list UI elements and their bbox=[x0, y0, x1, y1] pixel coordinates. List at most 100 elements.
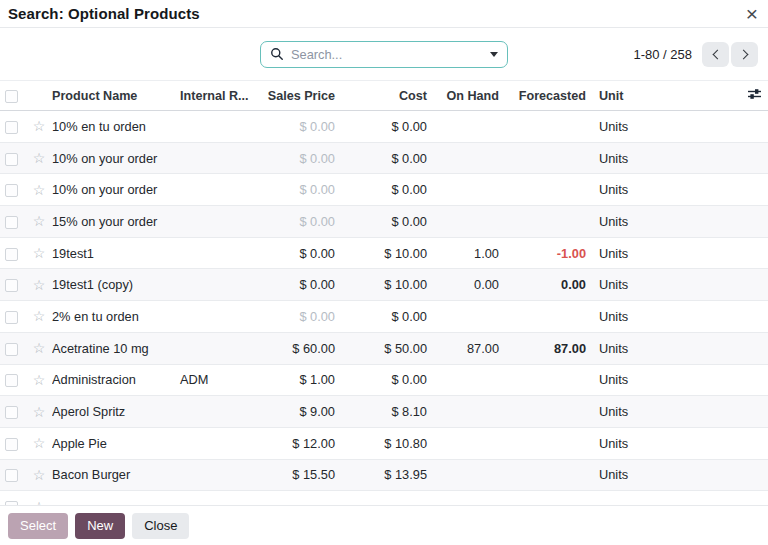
row-end-cell bbox=[740, 332, 768, 364]
unit-cell: Units bbox=[591, 396, 740, 428]
table-header-row: Product Name Internal R... Sales Price C… bbox=[0, 81, 768, 111]
sales-price-cell: $ 0.00 bbox=[250, 142, 340, 174]
search-icon bbox=[270, 47, 284, 61]
table-row[interactable]: ☆ Aperol Spritz $ 9.00 $ 8.10 Units bbox=[0, 396, 768, 428]
search-products-modal: Search: Optional Products × 1-80 / 258 bbox=[0, 0, 768, 545]
row-checkbox[interactable] bbox=[5, 343, 18, 356]
adjust-columns-button[interactable] bbox=[745, 85, 764, 106]
table-row[interactable]: ☆ 10% on your order $ 0.00 $ 0.00 Units bbox=[0, 142, 768, 174]
close-button[interactable]: × bbox=[744, 5, 760, 23]
table-row[interactable]: ☆ 19test1 $ 0.00 $ 10.00 1.00 -1.00 Unit… bbox=[0, 237, 768, 269]
favorite-star-icon[interactable]: ☆ bbox=[26, 246, 52, 260]
select-all-checkbox[interactable] bbox=[5, 90, 18, 103]
table-row[interactable]: ☆ Apple Pie $ 12.00 $ 10.80 Units bbox=[0, 427, 768, 459]
unit-cell bbox=[591, 491, 740, 505]
favorite-star-icon[interactable]: ☆ bbox=[26, 183, 52, 197]
row-end-cell bbox=[740, 427, 768, 459]
product-name-cell: Apple Pie bbox=[52, 427, 172, 459]
internal-ref-cell bbox=[172, 396, 250, 428]
row-checkbox[interactable] bbox=[5, 279, 18, 292]
table-row[interactable]: ☆ Bacon Burger $ 15.50 $ 13.95 Units bbox=[0, 459, 768, 491]
row-end-cell bbox=[740, 237, 768, 269]
on-hand-cell bbox=[432, 142, 504, 174]
favorite-star-icon[interactable]: ☆ bbox=[26, 468, 52, 482]
search-input[interactable] bbox=[291, 47, 489, 62]
row-checkbox[interactable] bbox=[5, 184, 18, 197]
favorite-star-icon[interactable]: ☆ bbox=[26, 214, 52, 228]
column-header-unit[interactable]: Unit bbox=[591, 81, 740, 111]
table-row[interactable]: ☆ 10% on your order $ 0.00 $ 0.00 Units bbox=[0, 174, 768, 206]
column-header-internal-ref[interactable]: Internal R... bbox=[172, 81, 250, 111]
favorite-star-icon[interactable]: ☆ bbox=[26, 436, 52, 450]
product-name-cell: 2% en tu orden bbox=[52, 301, 172, 333]
sales-price-cell: $ 1.00 bbox=[250, 364, 340, 396]
sales-price-cell: $ 0.00 bbox=[250, 269, 340, 301]
favorite-star-icon[interactable]: ☆ bbox=[26, 151, 52, 165]
row-checkbox[interactable] bbox=[5, 216, 18, 229]
row-checkbox[interactable] bbox=[5, 248, 18, 261]
pager-next-button[interactable] bbox=[731, 42, 758, 67]
on-hand-cell bbox=[432, 111, 504, 143]
row-checkbox[interactable] bbox=[5, 406, 18, 419]
pager-prev-button[interactable] bbox=[702, 42, 729, 67]
favorite-star-icon[interactable]: ☆ bbox=[26, 341, 52, 355]
unit-cell: Units bbox=[591, 459, 740, 491]
product-name-cell: 10% en tu orden bbox=[52, 111, 172, 143]
select-button[interactable]: Select bbox=[8, 513, 68, 539]
cost-cell: $ 10.00 bbox=[340, 237, 432, 269]
search-dropdown-toggle[interactable] bbox=[489, 50, 499, 59]
table-row[interactable]: ☆ 2% en tu orden $ 0.00 $ 0.00 Units bbox=[0, 301, 768, 333]
new-button[interactable]: New bbox=[75, 513, 125, 539]
table-row[interactable]: ☆ 19test1 (copy) $ 0.00 $ 10.00 0.00 0.0… bbox=[0, 269, 768, 301]
modal-title: Search: Optional Products bbox=[8, 5, 200, 22]
cost-cell bbox=[340, 491, 432, 505]
chevron-left-icon bbox=[712, 49, 722, 59]
column-header-cost[interactable]: Cost bbox=[340, 81, 432, 111]
table-row[interactable]: ☆ Acetratine 10 mg $ 60.00 $ 50.00 87.00… bbox=[0, 332, 768, 364]
forecasted-cell: -1.00 bbox=[504, 237, 591, 269]
table-row[interactable]: ☆ Administracion ADM $ 1.00 $ 0.00 Units bbox=[0, 364, 768, 396]
internal-ref-cell bbox=[172, 301, 250, 333]
sales-price-cell: $ 15.50 bbox=[250, 459, 340, 491]
row-checkbox[interactable] bbox=[5, 374, 18, 387]
close-icon: × bbox=[746, 2, 758, 25]
column-header-forecasted[interactable]: Forecasted bbox=[504, 81, 591, 111]
on-hand-cell bbox=[432, 427, 504, 459]
on-hand-cell bbox=[432, 174, 504, 206]
chevron-down-icon bbox=[490, 52, 498, 57]
row-checkbox[interactable] bbox=[5, 311, 18, 324]
close-footer-button[interactable]: Close bbox=[132, 513, 189, 539]
forecasted-cell bbox=[504, 301, 591, 333]
table-row[interactable]: ☆ 10% en tu orden $ 0.00 $ 0.00 Units bbox=[0, 111, 768, 143]
row-checkbox[interactable] bbox=[5, 438, 18, 451]
favorite-star-icon[interactable]: ☆ bbox=[26, 309, 52, 323]
forecasted-cell bbox=[504, 396, 591, 428]
favorite-star-icon[interactable]: ☆ bbox=[26, 373, 52, 387]
row-end-cell bbox=[740, 491, 768, 505]
forecasted-cell bbox=[504, 459, 591, 491]
cost-cell: $ 0.00 bbox=[340, 142, 432, 174]
modal-footer: Select New Close bbox=[0, 505, 768, 545]
table-row[interactable]: ☆ 15% on your order $ 0.00 $ 0.00 Units bbox=[0, 206, 768, 238]
row-checkbox[interactable] bbox=[5, 153, 18, 166]
unit-cell: Units bbox=[591, 174, 740, 206]
search-box[interactable] bbox=[260, 41, 508, 68]
unit-cell: Units bbox=[591, 364, 740, 396]
on-hand-cell bbox=[432, 301, 504, 333]
forecasted-cell bbox=[504, 206, 591, 238]
column-header-sales-price[interactable]: Sales Price bbox=[250, 81, 340, 111]
forecasted-cell bbox=[504, 364, 591, 396]
table-row[interactable]: ☆ bbox=[0, 491, 768, 505]
row-checkbox[interactable] bbox=[5, 469, 18, 482]
on-hand-cell: 87.00 bbox=[432, 332, 504, 364]
favorite-star-icon[interactable]: ☆ bbox=[26, 278, 52, 292]
unit-cell: Units bbox=[591, 111, 740, 143]
column-header-product-name[interactable]: Product Name bbox=[52, 81, 172, 111]
favorite-star-icon[interactable]: ☆ bbox=[26, 405, 52, 419]
favorite-star-icon[interactable]: ☆ bbox=[26, 119, 52, 133]
cost-cell: $ 0.00 bbox=[340, 364, 432, 396]
on-hand-cell: 0.00 bbox=[432, 269, 504, 301]
row-checkbox[interactable] bbox=[5, 121, 18, 134]
row-end-cell bbox=[740, 269, 768, 301]
column-header-on-hand[interactable]: On Hand bbox=[432, 81, 504, 111]
